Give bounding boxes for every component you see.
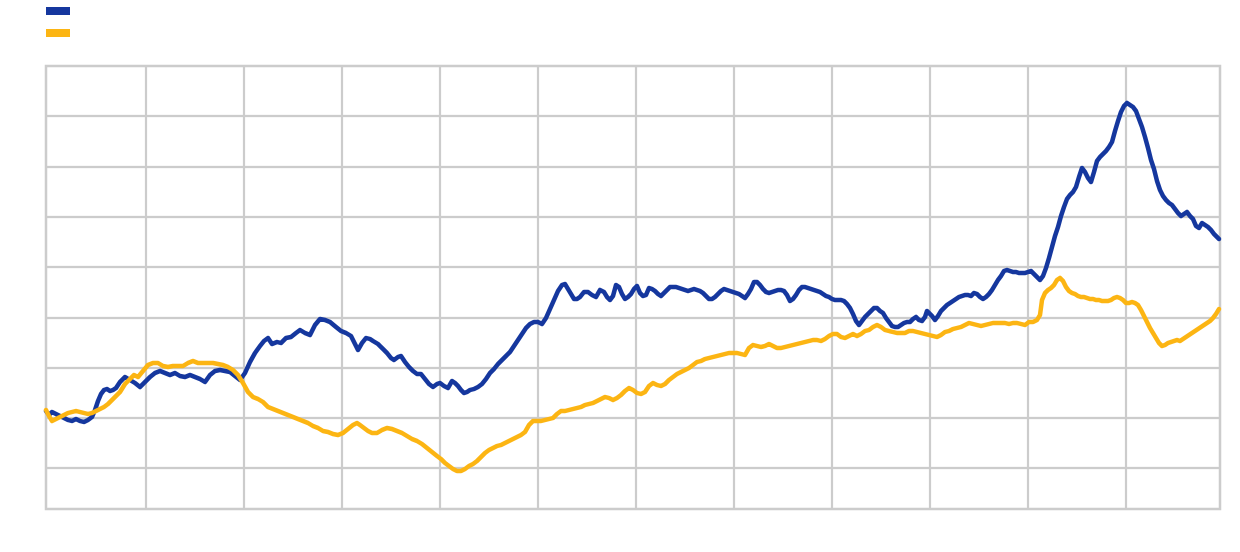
legend-item-series-2 <box>46 29 78 37</box>
plot-border <box>44 64 1222 511</box>
legend-item-series-1 <box>46 7 78 15</box>
series-line-blue <box>43 100 1222 425</box>
series-line-orange <box>43 275 1222 474</box>
grid-lines <box>46 66 1220 509</box>
legend-swatch-blue <box>46 7 70 15</box>
legend-swatch-orange <box>46 29 70 37</box>
